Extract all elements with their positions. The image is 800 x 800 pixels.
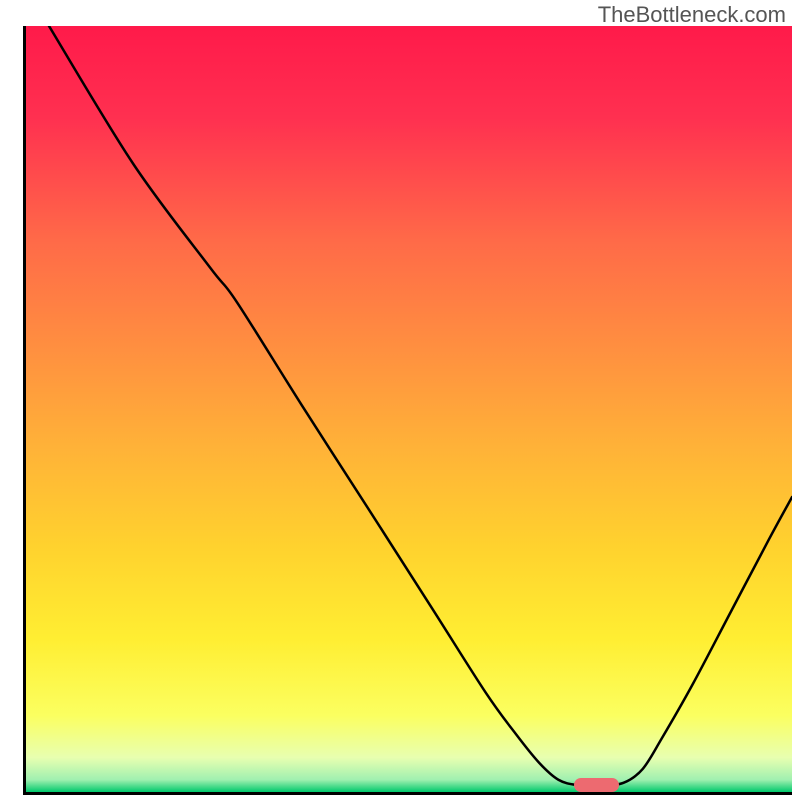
plot-area xyxy=(26,26,792,792)
bottleneck-chart: TheBottleneck.com xyxy=(0,0,800,800)
y-axis xyxy=(23,26,26,792)
gradient-background xyxy=(26,26,792,792)
watermark-text: TheBottleneck.com xyxy=(598,2,786,28)
x-axis xyxy=(23,792,792,795)
optimum-marker xyxy=(574,778,618,792)
